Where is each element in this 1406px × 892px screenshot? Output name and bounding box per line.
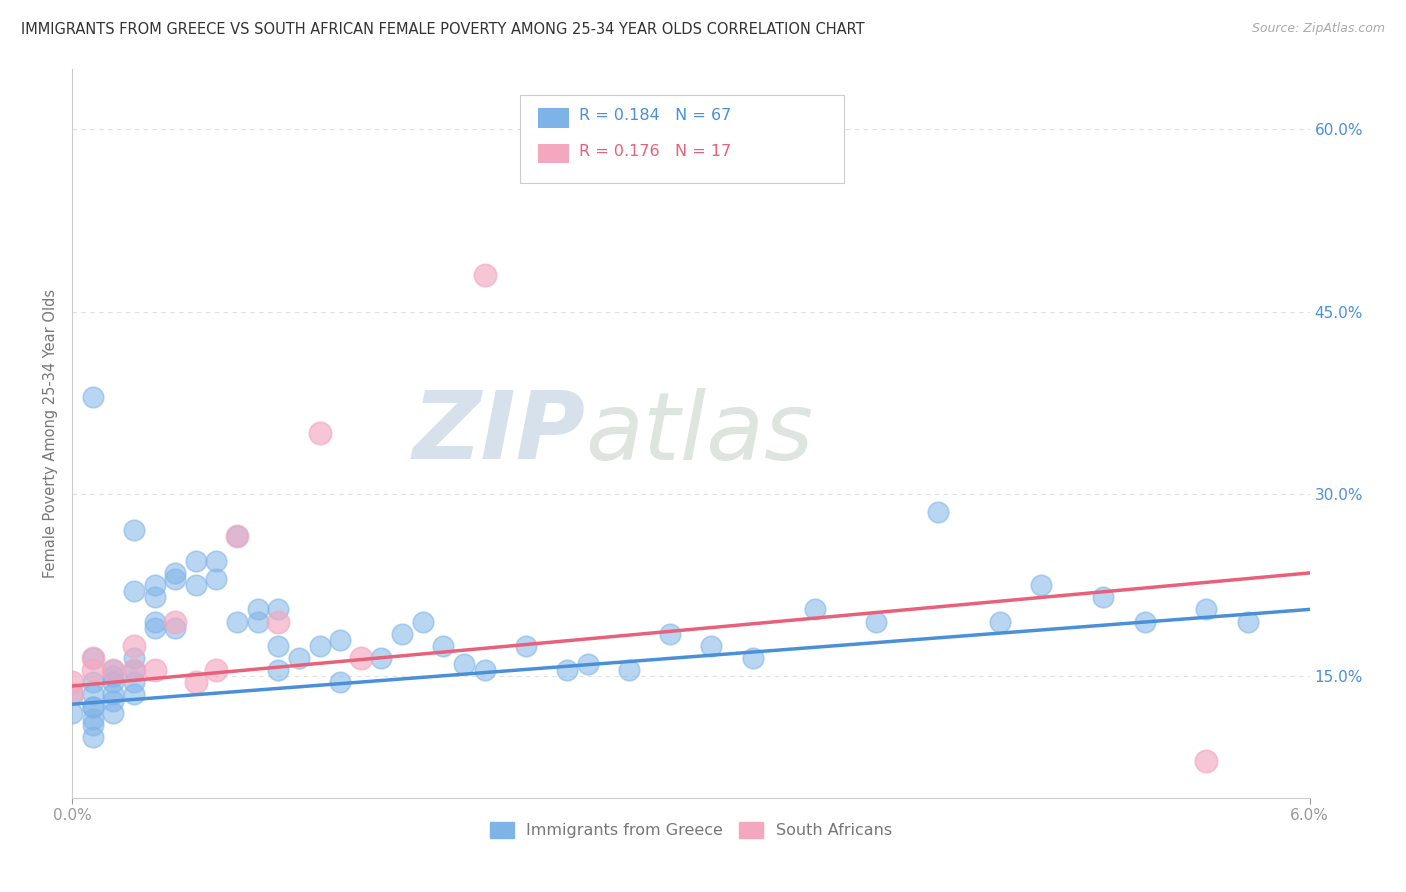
Point bbox=[226, 529, 249, 543]
Point bbox=[82, 651, 104, 665]
Text: atlas: atlas bbox=[585, 388, 814, 479]
Point bbox=[267, 663, 290, 677]
Point bbox=[246, 615, 269, 629]
Point bbox=[412, 615, 434, 629]
Point bbox=[82, 730, 104, 744]
Point bbox=[576, 657, 599, 671]
Point bbox=[555, 663, 578, 677]
Point bbox=[103, 669, 125, 683]
Point bbox=[700, 639, 723, 653]
Point bbox=[122, 584, 145, 599]
Point bbox=[122, 524, 145, 538]
Point bbox=[474, 268, 496, 282]
Point bbox=[122, 688, 145, 702]
Point bbox=[803, 602, 825, 616]
Point bbox=[659, 626, 682, 640]
Point bbox=[122, 663, 145, 677]
Point bbox=[184, 578, 207, 592]
Point bbox=[329, 632, 352, 647]
Y-axis label: Female Poverty Among 25-34 Year Olds: Female Poverty Among 25-34 Year Olds bbox=[44, 289, 58, 578]
Point bbox=[474, 663, 496, 677]
Point bbox=[82, 675, 104, 690]
Point bbox=[143, 578, 166, 592]
Point bbox=[143, 615, 166, 629]
Point bbox=[165, 566, 187, 580]
Point bbox=[205, 663, 228, 677]
Point bbox=[60, 688, 83, 702]
Point bbox=[60, 675, 83, 690]
Point bbox=[370, 651, 392, 665]
Point bbox=[184, 675, 207, 690]
Text: Source: ZipAtlas.com: Source: ZipAtlas.com bbox=[1251, 22, 1385, 36]
Point bbox=[308, 426, 330, 441]
Point bbox=[60, 688, 83, 702]
Point bbox=[1195, 755, 1218, 769]
Point bbox=[103, 675, 125, 690]
Point bbox=[103, 663, 125, 677]
Point bbox=[1092, 591, 1115, 605]
Point bbox=[741, 651, 763, 665]
Point bbox=[515, 639, 537, 653]
Point bbox=[865, 615, 887, 629]
Point bbox=[165, 621, 187, 635]
Point bbox=[1236, 615, 1258, 629]
Text: R = 0.184   N = 67: R = 0.184 N = 67 bbox=[579, 109, 731, 123]
Point bbox=[205, 572, 228, 586]
Point bbox=[267, 639, 290, 653]
Point bbox=[82, 712, 104, 726]
Point bbox=[988, 615, 1011, 629]
Point bbox=[432, 639, 454, 653]
Point bbox=[60, 706, 83, 720]
Point bbox=[226, 529, 249, 543]
Point bbox=[391, 626, 413, 640]
Point bbox=[122, 663, 145, 677]
Point bbox=[1195, 602, 1218, 616]
Point bbox=[103, 693, 125, 707]
Point bbox=[82, 651, 104, 665]
Point bbox=[1031, 578, 1053, 592]
Legend: Immigrants from Greece, South Africans: Immigrants from Greece, South Africans bbox=[484, 815, 898, 845]
Point bbox=[82, 390, 104, 404]
Point bbox=[82, 663, 104, 677]
Text: ZIP: ZIP bbox=[413, 387, 585, 479]
Point bbox=[82, 688, 104, 702]
Point bbox=[226, 615, 249, 629]
Point bbox=[82, 699, 104, 714]
Point bbox=[82, 718, 104, 732]
Point bbox=[308, 639, 330, 653]
Point bbox=[103, 663, 125, 677]
Point bbox=[617, 663, 640, 677]
Point bbox=[122, 639, 145, 653]
Point bbox=[143, 621, 166, 635]
Text: R = 0.176   N = 17: R = 0.176 N = 17 bbox=[579, 145, 731, 159]
Point bbox=[329, 675, 352, 690]
Point bbox=[205, 554, 228, 568]
Point bbox=[143, 591, 166, 605]
Point bbox=[103, 688, 125, 702]
Point bbox=[267, 602, 290, 616]
Point bbox=[267, 615, 290, 629]
Point bbox=[288, 651, 311, 665]
Point bbox=[165, 615, 187, 629]
Point bbox=[453, 657, 475, 671]
Point bbox=[122, 651, 145, 665]
Point bbox=[122, 675, 145, 690]
Point bbox=[165, 572, 187, 586]
Point bbox=[246, 602, 269, 616]
Point bbox=[1133, 615, 1156, 629]
Text: IMMIGRANTS FROM GREECE VS SOUTH AFRICAN FEMALE POVERTY AMONG 25-34 YEAR OLDS COR: IMMIGRANTS FROM GREECE VS SOUTH AFRICAN … bbox=[21, 22, 865, 37]
Point bbox=[184, 554, 207, 568]
Point bbox=[82, 699, 104, 714]
Point bbox=[143, 663, 166, 677]
Point bbox=[103, 706, 125, 720]
Point bbox=[927, 505, 949, 519]
Point bbox=[350, 651, 373, 665]
